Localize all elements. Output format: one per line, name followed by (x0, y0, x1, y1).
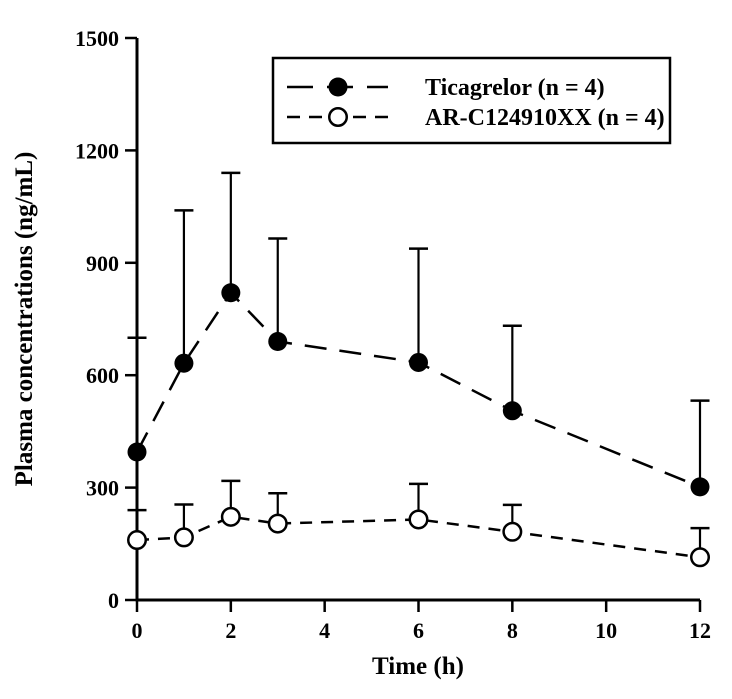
data-point-marker (221, 283, 241, 303)
data-point-marker (502, 521, 523, 542)
legend-open-circle-icon (328, 107, 348, 127)
legend-label-arc124910xx: AR-C124910XX (n = 4) (425, 105, 665, 131)
data-point-marker (690, 477, 710, 497)
data-point-marker (690, 547, 710, 568)
y-tick-label: 0 (108, 588, 119, 613)
x-tick-label: 12 (689, 618, 711, 643)
x-tick-label: 4 (319, 618, 330, 643)
data-point-marker (220, 506, 241, 527)
x-tick-label: 8 (507, 618, 518, 643)
plot-area: 0 300 600 900 1200 1500 0 2 4 6 8 10 12 (75, 26, 711, 643)
legend-label-ticagrelor: Ticagrelor (n = 4) (425, 75, 605, 101)
legend-filled-circle-icon (328, 77, 348, 97)
legend-box (271, 56, 672, 145)
y-tick-label: 300 (86, 476, 119, 501)
y-tick-label: 900 (86, 251, 119, 276)
data-point-marker (409, 352, 428, 372)
data-point-marker (502, 401, 522, 421)
data-point-marker (173, 527, 194, 548)
y-axis-label: Plasma concentrations (ng/mL) (11, 152, 38, 487)
data-point-marker (174, 353, 194, 373)
data-point-marker (267, 513, 288, 534)
y-tick-label: 600 (86, 363, 119, 388)
data-point-marker (127, 530, 147, 551)
legend: Ticagrelor (n = 4) AR-C124910XX (n = 4) (271, 56, 672, 145)
y-tick-label: 1500 (75, 26, 119, 51)
data-point-marker (127, 442, 147, 462)
x-tick-label: 6 (413, 618, 424, 643)
data-point-marker (268, 331, 288, 351)
y-tick-label: 1200 (75, 138, 119, 163)
x-tick-label: 0 (132, 618, 143, 643)
x-tick-label: 2 (225, 618, 236, 643)
x-tick-label: 10 (595, 618, 617, 643)
x-axis-label: Time (h) (372, 653, 464, 680)
data-point-marker (408, 509, 429, 530)
